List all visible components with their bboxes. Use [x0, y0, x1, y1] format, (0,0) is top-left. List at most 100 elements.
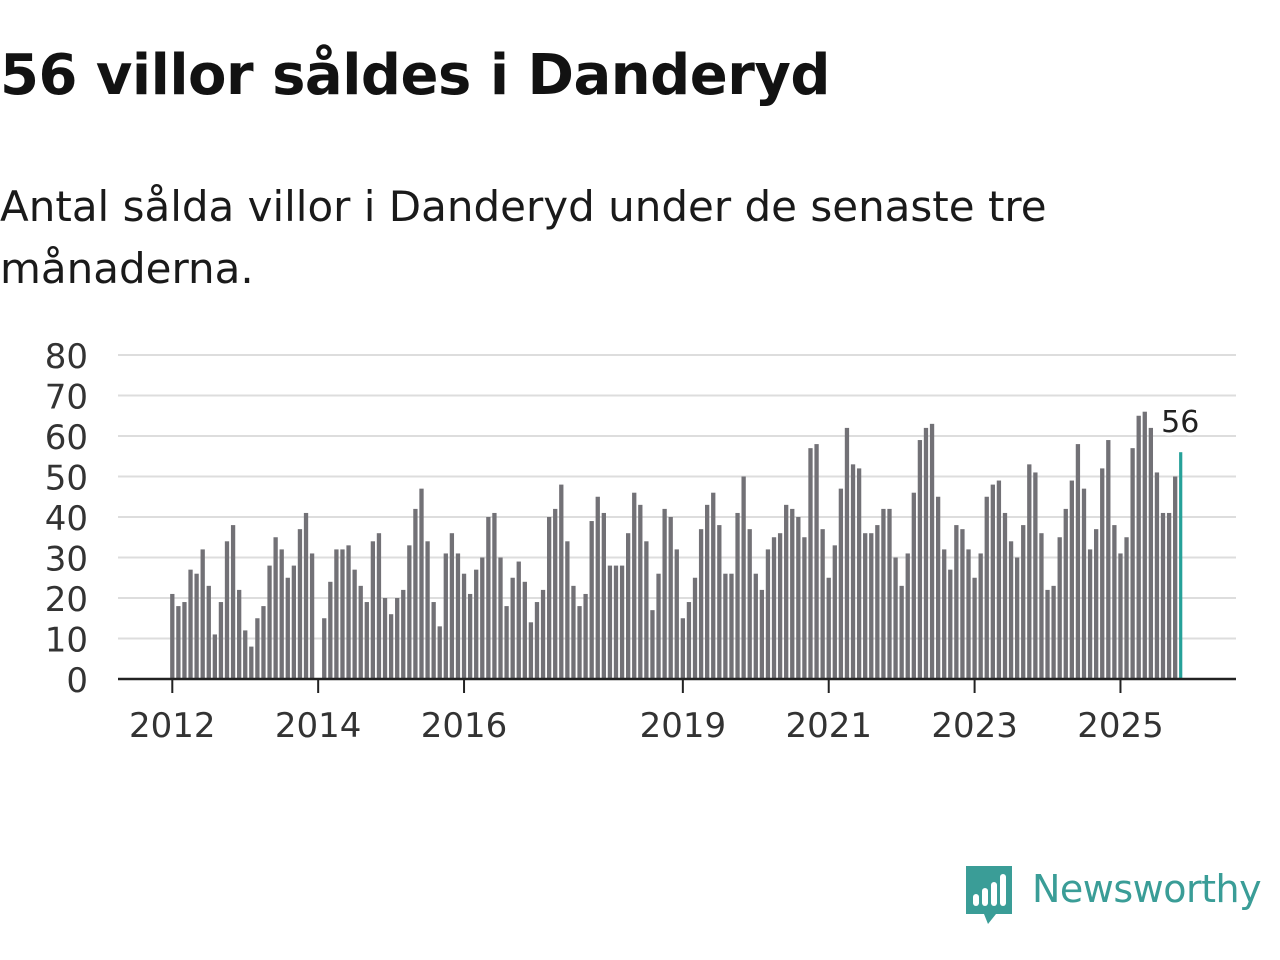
- bar: [1008, 541, 1014, 679]
- bar: [929, 423, 935, 679]
- bar: [601, 512, 606, 679]
- bar: [449, 533, 455, 679]
- bar: [1057, 537, 1062, 679]
- bar: [1002, 512, 1008, 679]
- bar: [820, 529, 825, 679]
- last-value-label: 56: [1161, 405, 1199, 440]
- bar: [565, 541, 570, 679]
- bar: [437, 626, 442, 679]
- y-tick-label: 40: [45, 499, 88, 539]
- y-tick-label: 0: [66, 661, 88, 701]
- bar: [1033, 472, 1038, 679]
- bar: [194, 573, 199, 679]
- bar: [480, 557, 485, 679]
- bar: [935, 496, 941, 679]
- bar: [528, 622, 534, 679]
- bar: [686, 602, 692, 679]
- bar: [692, 577, 698, 679]
- bar: [237, 589, 242, 679]
- x-tick-label: 2025: [1077, 706, 1164, 746]
- bar: [516, 561, 521, 679]
- bar: [431, 602, 436, 679]
- bar: [990, 484, 995, 679]
- bar: [322, 618, 327, 679]
- bar: [388, 614, 394, 679]
- bar: [838, 488, 844, 679]
- bar: [1130, 448, 1135, 679]
- bar: [273, 537, 278, 679]
- bar: [887, 508, 892, 679]
- bar: [176, 606, 181, 679]
- bar: [632, 492, 637, 679]
- y-tick-label: 60: [45, 418, 88, 458]
- bar: [705, 504, 710, 679]
- bar-highlight: [1179, 452, 1183, 679]
- bar: [875, 525, 880, 679]
- bar: [1118, 553, 1123, 679]
- bar: [261, 606, 266, 679]
- bar: [881, 508, 886, 679]
- bar: [1154, 472, 1160, 679]
- bar: [1087, 549, 1093, 679]
- bar: [607, 565, 613, 679]
- annotations: 56: [1158, 402, 1202, 443]
- bar: [291, 565, 297, 679]
- bar: [826, 577, 831, 679]
- bar: [863, 533, 868, 679]
- bar: [504, 606, 509, 679]
- bar: [492, 512, 497, 679]
- bar: [917, 440, 923, 679]
- bar: [364, 602, 369, 679]
- bar: [1124, 537, 1129, 679]
- bar: [832, 545, 837, 679]
- bar: [577, 606, 582, 679]
- bar: [1136, 415, 1141, 679]
- bar: [972, 577, 977, 679]
- bar: [328, 581, 333, 679]
- bar: [662, 508, 667, 679]
- bar: [188, 569, 193, 679]
- bar: [1142, 411, 1147, 679]
- x-tick-label: 2012: [129, 706, 216, 746]
- bar: [1014, 557, 1020, 679]
- bar: [540, 589, 546, 679]
- bar: [899, 585, 904, 679]
- bar: [942, 549, 947, 679]
- bar: [844, 427, 850, 679]
- bar: [474, 569, 479, 679]
- chart-title: 56 villor såldes i Danderyd: [0, 43, 830, 108]
- bar: [553, 508, 558, 679]
- bar: [698, 529, 704, 679]
- bar: [309, 553, 315, 679]
- bar: [546, 517, 552, 679]
- y-tick-label: 30: [45, 540, 88, 580]
- bar: [1045, 589, 1050, 679]
- bar: [1160, 512, 1166, 679]
- bar: [796, 517, 801, 679]
- bar: [455, 553, 461, 679]
- bar: [407, 545, 412, 679]
- bar: [589, 521, 594, 679]
- bar: [613, 565, 619, 679]
- bar: [735, 512, 740, 679]
- bar: [249, 646, 254, 679]
- bar: [966, 549, 971, 679]
- bar: [297, 529, 303, 679]
- bar: [802, 537, 807, 679]
- bar: [759, 589, 765, 679]
- bar: [923, 427, 929, 679]
- bar: [960, 529, 965, 679]
- bar: [808, 448, 813, 679]
- bar: [1106, 440, 1111, 679]
- bar: [856, 468, 862, 679]
- bar: [419, 488, 424, 679]
- bar: [1075, 444, 1081, 679]
- bar: [285, 577, 290, 679]
- bar: [680, 618, 685, 679]
- bar: [674, 549, 679, 679]
- bar: [996, 480, 1002, 679]
- bar: [170, 593, 175, 679]
- bar: [1081, 488, 1087, 679]
- bar: [729, 573, 734, 679]
